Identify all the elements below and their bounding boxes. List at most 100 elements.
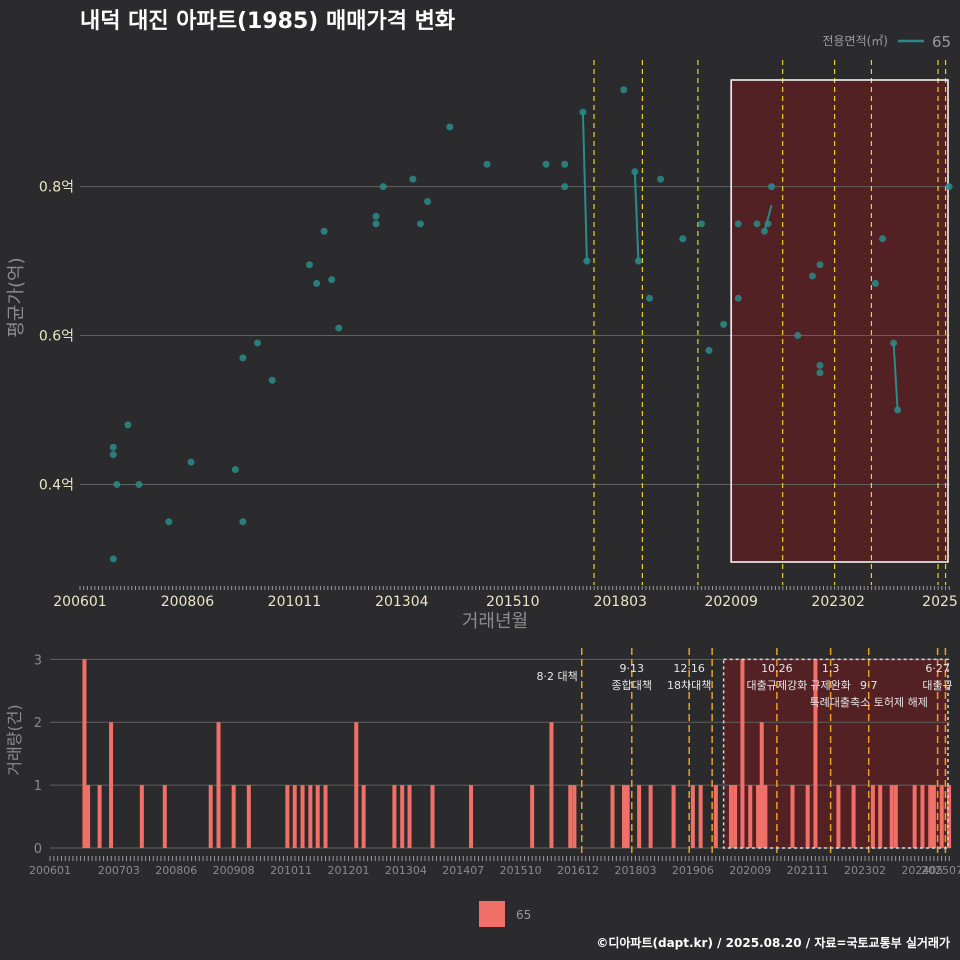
x-tick-label-bottom-3: 200908 (213, 864, 255, 877)
volume-bar-29 (625, 785, 630, 848)
volume-bar-10 (285, 785, 290, 848)
x-tick-label-bottom-10: 201803 (614, 864, 656, 877)
chart-title: 내덕 대진 아파트(1985) 매매가격 변화 (80, 9, 455, 34)
volume-bar-30 (637, 785, 642, 848)
price-point-37 (697, 220, 705, 228)
y-axis-label: 평균가(억) (6, 257, 27, 337)
legend-title: 전용면적(㎡) (822, 34, 888, 48)
volume-bar-49 (878, 785, 883, 848)
volume-bar-17 (361, 785, 366, 848)
price-point-33 (634, 257, 642, 265)
price-point-21 (409, 175, 417, 183)
volume-bar-13 (308, 785, 313, 848)
volume-bar-26 (572, 785, 577, 848)
policy-annotation-0-0: 8·2 대책 (537, 670, 578, 683)
highlight-region (731, 80, 948, 562)
volume-bar-38 (740, 659, 745, 848)
volume-bar-32 (671, 785, 676, 848)
policy-annotation-4-0: 1.3 (822, 662, 840, 675)
price-point-11 (254, 339, 262, 347)
volume-bar-24 (549, 722, 554, 848)
x-tick-label-bottom-12: 202009 (729, 864, 771, 877)
price-point-50 (816, 261, 824, 269)
volume-bar-2 (97, 785, 102, 848)
x-tick-label-bottom-4: 201011 (270, 864, 312, 877)
x-tick-label-5: 201803 (593, 594, 646, 610)
y-tick-label-bottom-0: 0 (34, 842, 42, 857)
price-point-48 (816, 369, 824, 377)
price-chart: 0.4억 0.6억 0.8억 200601 200806 201011 201304 2015… (6, 60, 958, 632)
price-point-12 (268, 376, 276, 384)
y-axis-label-bottom: 거래량(건) (5, 704, 24, 775)
x-tick-label-bottom-11: 201906 (672, 864, 714, 877)
volume-bar-25 (568, 785, 573, 848)
volume-bar-14 (315, 785, 320, 848)
price-point-34 (645, 294, 653, 302)
price-point-30 (583, 257, 591, 265)
volume-bar-40 (756, 785, 761, 848)
policy-annotation-2-1: 18차대책 (667, 679, 711, 692)
volume-bar-37 (733, 785, 738, 848)
x-tick-label-bottom-1: 200703 (98, 864, 140, 877)
volume-bar-50 (889, 785, 894, 848)
volume-bar-41 (759, 722, 764, 848)
price-point-1 (109, 451, 117, 459)
highlight-border-bottom (722, 658, 949, 849)
x-tick-label-bottom-6: 201304 (385, 864, 427, 877)
price-line-0 (581, 112, 588, 262)
price-point-39 (720, 320, 728, 328)
volume-bar-27 (610, 785, 615, 848)
volume-chart: 0 1 2 3 8·2 대책 9·13 종합대책 12·16 18차대책 10.26 대출규제강화 1… (5, 648, 960, 877)
policy-annotation-5-0: 9·7 (860, 679, 878, 692)
price-point-42 (753, 220, 761, 228)
volume-bar-43 (790, 785, 795, 848)
policy-annotation-3-0: 10.26 (761, 662, 793, 675)
bottom-legend-label: 65 (516, 908, 531, 922)
volume-bar-22 (469, 785, 474, 848)
volume-bar-39 (748, 785, 753, 848)
x-tick-label-2: 201011 (268, 594, 321, 610)
x-axis-label: 거래년월 (462, 611, 528, 632)
volume-bar-52 (912, 785, 917, 848)
price-point-2 (109, 443, 117, 451)
price-point-36 (679, 235, 687, 243)
price-point-40 (734, 294, 742, 302)
x-tick-label-0: 200601 (53, 594, 106, 610)
volume-bar-44 (805, 785, 810, 848)
price-point-49 (816, 361, 824, 369)
volume-bar-46 (836, 785, 841, 848)
price-point-25 (483, 160, 491, 168)
policy-annotation-5-1: 특례대출축소 토허제 해제 (810, 695, 928, 709)
policy-annotation-1-0: 9·13 (620, 662, 645, 675)
volume-bar-47 (851, 785, 856, 848)
price-point-54 (894, 406, 902, 414)
x-tick-label-bottom-13: 202111 (787, 864, 829, 877)
volume-bar-18 (392, 785, 397, 848)
price-point-24 (446, 123, 454, 131)
price-line-2 (763, 204, 773, 232)
volume-bar-21 (430, 785, 435, 848)
volume-bar-20 (407, 785, 412, 848)
y-tick-label-bottom-1: 1 (34, 779, 42, 794)
price-point-17 (335, 324, 343, 332)
x-tick-label-7: 202302 (811, 594, 864, 610)
x-tick-label-8: 2025 (922, 594, 958, 610)
x-tick-label-bottom-8: 201510 (500, 864, 542, 877)
volume-bar-42 (763, 785, 768, 848)
price-point-6 (165, 518, 173, 526)
y-tick-label-bottom-2: 2 (34, 716, 42, 731)
x-tick-label-bottom-16: 202507 (921, 864, 960, 877)
price-point-28 (561, 160, 569, 168)
volume-bar-53 (920, 785, 925, 848)
volume-bar-28 (621, 785, 626, 848)
x-tick-label-bottom-2: 200806 (155, 864, 197, 877)
y-tick-label-2: 0.8억 (39, 180, 74, 196)
x-tick-label-bottom-14: 202302 (844, 864, 886, 877)
volume-bar-11 (292, 785, 297, 848)
bottom-legend-swatch (479, 901, 505, 927)
volume-bar-51 (893, 785, 898, 848)
volume-bar-34 (698, 785, 703, 848)
highlight-border (730, 79, 949, 563)
volume-bar-15 (323, 785, 328, 848)
